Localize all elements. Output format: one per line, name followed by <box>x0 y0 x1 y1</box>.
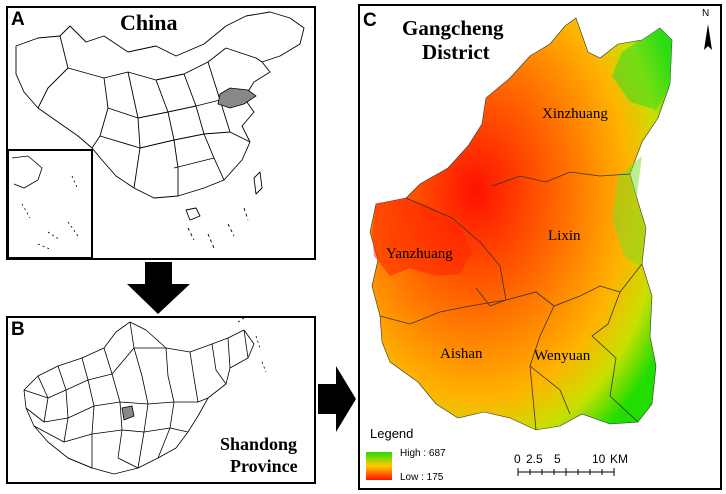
green-east <box>612 28 672 110</box>
panel-c-letter: C <box>363 10 377 31</box>
region-label-yanzhuang: Yanzhuang <box>386 246 453 262</box>
china-map <box>8 11 305 258</box>
boundary-xinzhuang <box>491 171 631 187</box>
region-label-wenyuan: Wenyuan <box>534 348 591 364</box>
north-arrow <box>704 24 712 50</box>
island-hainan <box>185 207 201 221</box>
gangcheng-map <box>369 17 673 431</box>
coast-islands <box>237 318 267 373</box>
island-taiwan <box>253 171 263 195</box>
province-lines <box>37 35 263 196</box>
scalebar <box>517 468 615 476</box>
south-china-sea-inset <box>8 149 93 258</box>
down-arrow <box>127 262 190 314</box>
scalebar-label-0: 0 <box>514 452 521 466</box>
north-arrow-icon <box>704 24 712 50</box>
dashed-islands <box>187 207 249 249</box>
region-label-aishan: Aishan <box>440 346 483 362</box>
legend-high-label: High : 687 <box>400 448 446 459</box>
district-title-line1: Gangcheng <box>402 16 504 40</box>
shandong-title-line2: Province <box>230 456 298 476</box>
scalebar-label-5: 5 <box>554 452 561 466</box>
region-label-xinzhuang: Xinzhuang <box>542 106 608 122</box>
scalebar-label-10: 10 <box>592 452 606 466</box>
right-arrow <box>318 366 356 432</box>
legend-color-ramp <box>366 452 392 480</box>
scalebar-line <box>517 468 615 476</box>
legend-title: Legend <box>370 426 414 441</box>
district-title-line2: District <box>422 40 490 64</box>
scalebar-unit: KM <box>610 452 628 466</box>
region-label-lixin: Lixin <box>548 228 581 244</box>
panel-gangcheng: C Gangcheng District N Xinzhuang Lixin Y… <box>358 4 722 490</box>
legend-low-label: Low : 175 <box>400 472 444 483</box>
north-label: N <box>702 8 710 19</box>
china-title: China <box>120 10 178 35</box>
boundary-aishan <box>379 299 571 431</box>
gangcheng-highlight <box>121 405 135 421</box>
green-lixin-east <box>612 156 646 266</box>
shandong-map <box>23 318 267 475</box>
shandong-highlight <box>217 87 257 109</box>
china-outline <box>15 11 305 199</box>
hot-zone <box>372 198 472 276</box>
boundary-wenyuan <box>591 291 639 423</box>
inset-coastline <box>11 155 43 189</box>
panel-shandong: B Shandong Province <box>6 316 316 484</box>
panel-china: A China <box>6 6 316 260</box>
legend-ramp <box>366 452 392 480</box>
county-lines <box>23 321 249 469</box>
scalebar-label-2-5: 2.5 <box>526 452 543 466</box>
boundary-yanzhuang <box>405 197 507 307</box>
panel-a-letter: A <box>11 9 25 30</box>
panel-b-letter: B <box>11 319 25 340</box>
shandong-title-line1: Shandong <box>220 434 298 454</box>
